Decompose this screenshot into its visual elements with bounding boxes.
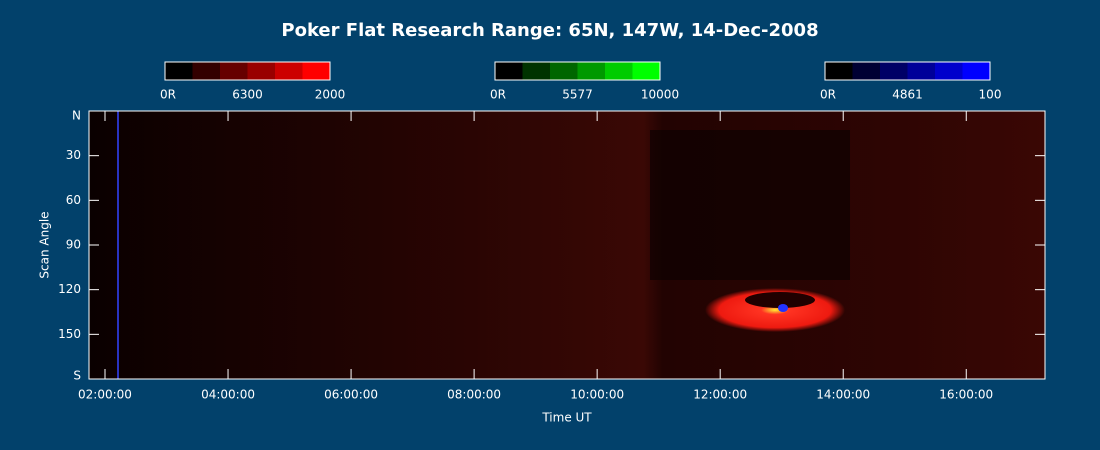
x-tick-label: 10:00:00 [570, 388, 624, 402]
y-tick-label: 30 [66, 148, 81, 162]
aurora-core [778, 304, 788, 312]
colorbar-name: 4861 [892, 88, 923, 102]
colorbar-step [632, 62, 660, 80]
colorbar-step [605, 62, 633, 80]
y-tick-label: 90 [66, 238, 81, 252]
colorbar-step [165, 62, 193, 80]
colorbar-step [302, 62, 330, 80]
y-tick-label: 60 [66, 193, 81, 207]
x-axis-label: Time UT [541, 411, 592, 425]
colorbar-max: 100 [979, 88, 1002, 102]
colorbar-max: 10000 [641, 88, 679, 102]
keogram-image [89, 111, 1045, 379]
aurora-hole [745, 292, 815, 308]
dark-region [650, 130, 850, 280]
colorbar-frame [824, 61, 991, 81]
y-tick-label: 150 [58, 327, 81, 341]
colorbar-step [192, 62, 220, 80]
colorbar-step [220, 62, 248, 80]
colorbar-name: 6300 [232, 88, 263, 102]
x-tick-label: 08:00:00 [447, 388, 501, 402]
y-tick-label: N [72, 109, 81, 123]
colorbar-frame [164, 61, 331, 81]
colorbar-step [275, 62, 303, 80]
colorbar-frame [494, 61, 661, 81]
colorbar-step [935, 62, 963, 80]
colorbar-step [495, 62, 523, 80]
colorbar-step [852, 62, 880, 80]
y-tick-label: 120 [58, 282, 81, 296]
x-tick-label: 12:00:00 [693, 388, 747, 402]
colorbar-min: 0R [160, 88, 176, 102]
colorbar-step [825, 62, 853, 80]
y-axis-label: Scan Angle [38, 211, 52, 278]
x-tick-label: 04:00:00 [201, 388, 255, 402]
colorbar-step [880, 62, 908, 80]
y-tick-label: S [73, 369, 81, 383]
colorbar-max: 2000 [315, 88, 346, 102]
colorbar-step [907, 62, 935, 80]
chart-title: Poker Flat Research Range: 65N, 147W, 14… [281, 20, 818, 41]
colorbar-min: 0R [820, 88, 836, 102]
colorbar-min: 0R [490, 88, 506, 102]
colorbar-name: 5577 [562, 88, 593, 102]
x-tick-label: 16:00:00 [939, 388, 993, 402]
colorbar-step [247, 62, 275, 80]
x-tick-label: 14:00:00 [816, 388, 870, 402]
x-tick-label: 02:00:00 [78, 388, 132, 402]
colorbar-step [577, 62, 605, 80]
colorbar-step [550, 62, 578, 80]
x-tick-label: 06:00:00 [324, 388, 378, 402]
colorbar-step [522, 62, 550, 80]
colorbar-step [962, 62, 990, 80]
